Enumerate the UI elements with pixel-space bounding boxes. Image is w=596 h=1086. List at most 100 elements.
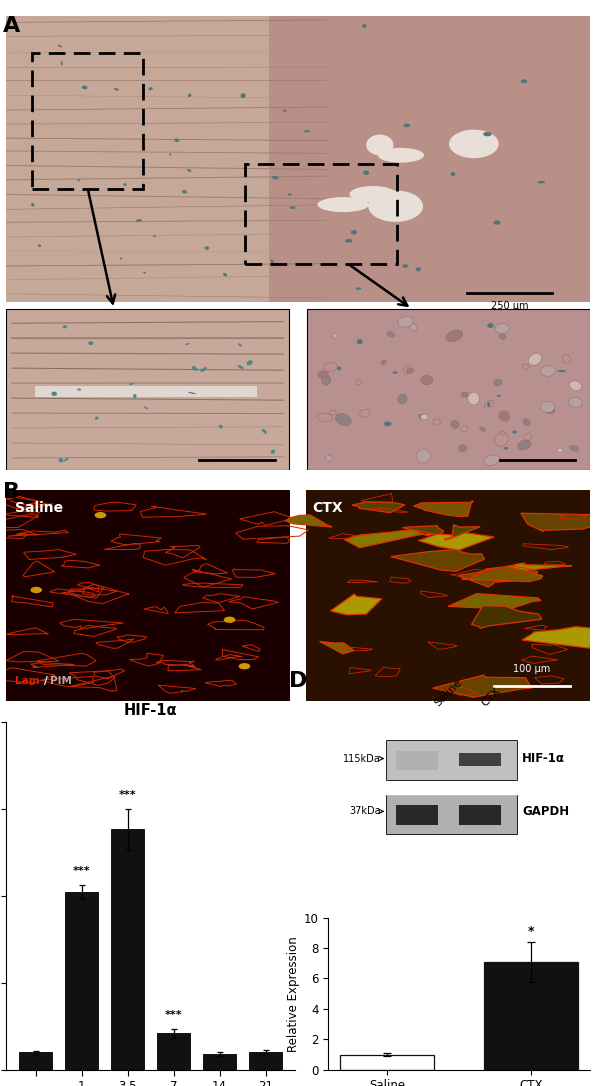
- Ellipse shape: [495, 324, 510, 333]
- Ellipse shape: [387, 331, 395, 338]
- Text: PIM: PIM: [49, 677, 72, 686]
- Ellipse shape: [287, 193, 291, 195]
- Ellipse shape: [200, 367, 207, 371]
- Ellipse shape: [418, 414, 424, 419]
- Ellipse shape: [185, 343, 190, 345]
- Polygon shape: [331, 594, 382, 615]
- Ellipse shape: [182, 190, 187, 193]
- Ellipse shape: [446, 330, 463, 342]
- Polygon shape: [418, 532, 494, 551]
- Ellipse shape: [324, 363, 337, 371]
- Ellipse shape: [333, 334, 337, 338]
- Ellipse shape: [77, 179, 80, 181]
- Ellipse shape: [384, 421, 392, 426]
- Ellipse shape: [114, 88, 119, 90]
- Ellipse shape: [538, 180, 545, 184]
- Ellipse shape: [63, 325, 67, 328]
- Text: Lam: Lam: [15, 677, 39, 686]
- Text: *: *: [528, 925, 535, 938]
- Ellipse shape: [483, 132, 492, 137]
- Bar: [459, 805, 501, 824]
- Ellipse shape: [318, 370, 328, 378]
- Ellipse shape: [569, 397, 582, 407]
- Ellipse shape: [356, 380, 362, 384]
- Ellipse shape: [187, 169, 191, 172]
- Bar: [65, 892, 98, 1070]
- Text: ***: ***: [119, 790, 136, 800]
- Text: A: A: [3, 16, 20, 36]
- Ellipse shape: [570, 445, 579, 451]
- Bar: [6, 16, 590, 302]
- Ellipse shape: [241, 93, 246, 98]
- Polygon shape: [344, 530, 434, 547]
- Ellipse shape: [392, 371, 398, 374]
- Ellipse shape: [461, 392, 468, 397]
- Ellipse shape: [129, 382, 134, 386]
- Polygon shape: [352, 502, 405, 513]
- Text: 100 μm: 100 μm: [513, 664, 550, 673]
- Ellipse shape: [497, 394, 501, 396]
- Ellipse shape: [82, 86, 88, 89]
- Ellipse shape: [337, 366, 342, 370]
- Text: 50 μm: 50 μm: [522, 457, 553, 467]
- Ellipse shape: [136, 219, 142, 222]
- Text: 50 μm: 50 μm: [221, 457, 252, 467]
- Ellipse shape: [318, 197, 369, 212]
- Ellipse shape: [406, 368, 414, 372]
- Bar: [269, 16, 590, 302]
- Ellipse shape: [77, 389, 81, 391]
- Polygon shape: [471, 606, 542, 629]
- Ellipse shape: [153, 236, 156, 237]
- Text: CTX: CTX: [312, 312, 340, 325]
- Text: Healthy: Healthy: [15, 312, 69, 325]
- Ellipse shape: [487, 402, 491, 407]
- Ellipse shape: [330, 411, 336, 415]
- Ellipse shape: [38, 244, 41, 247]
- Polygon shape: [458, 565, 538, 588]
- Text: CTX: CTX: [312, 501, 343, 515]
- Bar: [340, 1055, 434, 1070]
- Ellipse shape: [120, 257, 122, 260]
- Ellipse shape: [416, 267, 421, 272]
- Polygon shape: [402, 526, 444, 535]
- Ellipse shape: [488, 323, 493, 328]
- Ellipse shape: [557, 449, 563, 453]
- Ellipse shape: [498, 412, 510, 421]
- Ellipse shape: [31, 203, 35, 206]
- Polygon shape: [448, 594, 541, 609]
- Text: CTX: CTX: [480, 685, 503, 708]
- Ellipse shape: [499, 333, 506, 339]
- Ellipse shape: [351, 230, 357, 235]
- Ellipse shape: [283, 110, 287, 112]
- Ellipse shape: [247, 361, 253, 366]
- Ellipse shape: [188, 93, 191, 97]
- Ellipse shape: [336, 414, 351, 426]
- Ellipse shape: [410, 324, 417, 331]
- Ellipse shape: [271, 450, 275, 454]
- Ellipse shape: [345, 239, 353, 242]
- Ellipse shape: [421, 376, 433, 384]
- Bar: [306, 490, 590, 702]
- Polygon shape: [391, 550, 485, 571]
- Ellipse shape: [304, 130, 311, 132]
- Ellipse shape: [271, 260, 274, 265]
- Ellipse shape: [237, 365, 244, 369]
- Bar: [111, 830, 144, 1070]
- Ellipse shape: [219, 425, 223, 429]
- Ellipse shape: [362, 24, 367, 28]
- Bar: [6, 490, 290, 702]
- Bar: [249, 1052, 282, 1070]
- Ellipse shape: [290, 206, 296, 210]
- Ellipse shape: [349, 186, 397, 202]
- Ellipse shape: [433, 419, 440, 425]
- Text: 115kDa: 115kDa: [343, 754, 381, 763]
- Ellipse shape: [541, 366, 555, 376]
- Ellipse shape: [366, 135, 393, 155]
- Ellipse shape: [499, 431, 505, 435]
- Ellipse shape: [30, 586, 42, 593]
- Ellipse shape: [403, 366, 412, 374]
- Y-axis label: Relative Expression: Relative Expression: [287, 936, 300, 1051]
- Ellipse shape: [398, 394, 407, 404]
- Ellipse shape: [504, 446, 508, 450]
- Ellipse shape: [480, 427, 486, 431]
